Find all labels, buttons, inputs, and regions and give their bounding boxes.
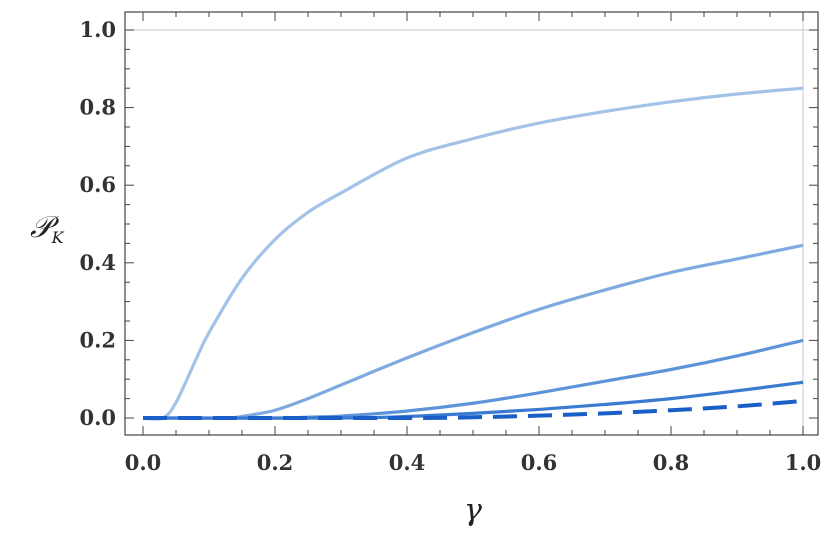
tick-labels: 0.0 0.2 0.4 0.6 0.8 1.0 0.0 0.2 0.4 0.6 0.8 1.0 <box>79 17 821 475</box>
x-tick-label: 0.8 <box>653 450 690 475</box>
y-tick-label: 0.0 <box>79 405 116 430</box>
x-tick-label: 1.0 <box>785 450 822 475</box>
x-tick-label: 0.6 <box>521 450 558 475</box>
x-axis-label: γ <box>464 493 482 528</box>
gridlines <box>125 12 818 435</box>
series-line-3 <box>142 338 804 420</box>
y-tick-label: 0.2 <box>79 327 116 352</box>
y-axis-label: 𝒫K <box>30 210 65 247</box>
y-tick-label: 0.6 <box>79 172 116 197</box>
y-tick-label: 1.0 <box>79 17 116 42</box>
ticks <box>125 12 818 435</box>
x-tick-label: 0.2 <box>257 450 294 475</box>
x-tick-label: 0.4 <box>389 450 426 475</box>
y-axis-label-sub: K <box>51 228 65 247</box>
y-tick-label: 0.4 <box>79 250 116 275</box>
plot-frame <box>124 11 819 436</box>
series-line-2 <box>143 243 804 420</box>
series-line-5 <box>142 398 804 421</box>
x-tick-label: 0.0 <box>125 450 162 475</box>
series-layer <box>142 86 804 421</box>
series-line-4 <box>142 380 804 420</box>
y-tick-label: 0.8 <box>79 95 116 120</box>
series-line-1 <box>142 86 804 421</box>
